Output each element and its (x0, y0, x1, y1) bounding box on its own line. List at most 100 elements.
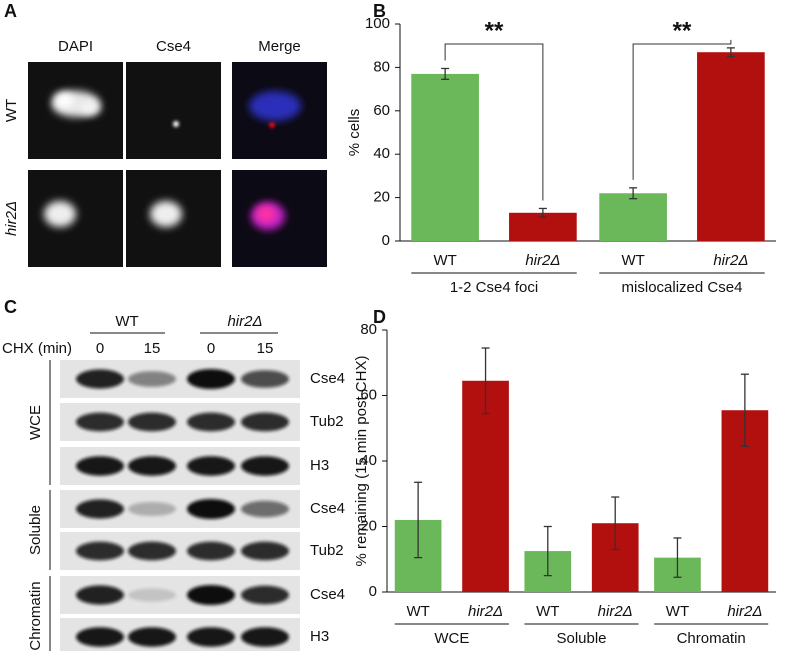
band (187, 499, 235, 519)
x-tick-label: hir2Δ (468, 603, 503, 620)
x-tick-label: WT (621, 252, 644, 269)
column-header: Cse4 (156, 38, 191, 55)
band (76, 585, 124, 605)
group-header: WT (115, 313, 138, 330)
band (241, 541, 289, 561)
micrograph (126, 62, 221, 159)
y-tick-label: 80 (373, 58, 390, 75)
group-label: mislocalized Cse4 (622, 279, 743, 296)
x-tick-label: hir2Δ (525, 252, 560, 269)
fraction-label: Chromatin (27, 581, 44, 650)
band (187, 627, 235, 647)
band (241, 627, 289, 647)
x-tick-label: WT (666, 603, 689, 620)
group-label: Soluble (556, 630, 606, 647)
band (241, 370, 289, 388)
fraction-label: Soluble (27, 505, 44, 555)
signal (269, 122, 275, 128)
band (187, 541, 235, 561)
significance-bracket (632, 39, 732, 180)
signal (256, 206, 276, 222)
band (128, 541, 176, 561)
panel-label: C (4, 297, 17, 317)
x-tick-label: WT (536, 603, 559, 620)
error-bar (673, 537, 682, 578)
error-bar (740, 373, 749, 447)
blot-label: H3 (310, 628, 329, 645)
blot-label: Cse4 (310, 370, 345, 387)
band (128, 588, 176, 602)
signal (173, 121, 179, 127)
signal (80, 101, 100, 115)
band (76, 456, 124, 476)
band (187, 412, 235, 432)
error-bar (441, 67, 450, 80)
time-label: 0 (207, 340, 215, 357)
x-tick-label: hir2Δ (727, 603, 762, 620)
y-tick-label: 100 (365, 15, 390, 32)
y-tick-label: 60 (373, 102, 390, 119)
x-tick-label: hir2Δ (713, 252, 748, 269)
band (187, 369, 235, 389)
error-bar (481, 347, 490, 415)
column-header: Merge (258, 38, 301, 55)
signal (54, 92, 74, 108)
y-tick-label: 20 (373, 189, 390, 206)
band (241, 456, 289, 476)
row-label: hir2Δ (3, 201, 20, 236)
x-tick-label: WT (433, 252, 456, 269)
band (241, 585, 289, 605)
band (128, 627, 176, 647)
panel-label: D (373, 307, 386, 327)
column-header: DAPI (58, 38, 93, 55)
error-bar (543, 525, 552, 577)
y-tick-label: 80 (360, 321, 377, 338)
y-tick-label: 0 (382, 232, 390, 249)
signal (249, 91, 301, 121)
error-bar (726, 47, 735, 58)
x-tick-label: WT (406, 603, 429, 620)
y-tick-label: 40 (360, 452, 377, 469)
bar (599, 193, 667, 241)
blot-label: H3 (310, 457, 329, 474)
blot-label: Cse4 (310, 500, 345, 517)
chx-label: CHX (min) (2, 340, 72, 357)
error-bar (538, 207, 547, 218)
band (76, 499, 124, 519)
micrograph (28, 170, 123, 267)
group-label: 1-2 Cse4 foci (450, 279, 538, 296)
bar (411, 73, 479, 241)
band (128, 371, 176, 387)
fraction-label: WCE (27, 405, 44, 440)
band (187, 456, 235, 476)
y-tick-label: 20 (360, 517, 377, 534)
panel-label: A (4, 1, 17, 21)
y-tick-label: 40 (373, 145, 390, 162)
group-header: hir2Δ (227, 313, 262, 330)
significance-bracket (444, 43, 544, 201)
panel-label: B (373, 1, 386, 21)
band (187, 585, 235, 605)
band (128, 502, 176, 516)
y-tick-label: 0 (369, 583, 377, 600)
band (76, 627, 124, 647)
band (76, 369, 124, 389)
signal (150, 201, 182, 227)
error-bar (629, 187, 638, 200)
time-label: 15 (257, 340, 274, 357)
significance-label: ** (485, 17, 504, 44)
band (128, 412, 176, 432)
y-axis-label: % cells (346, 109, 363, 157)
band (76, 412, 124, 432)
y-tick-label: 60 (360, 386, 377, 403)
blot-label: Tub2 (310, 413, 344, 430)
group-label: Chromatin (677, 630, 746, 647)
error-bar (414, 481, 423, 559)
significance-label: ** (673, 17, 692, 44)
band (241, 500, 289, 518)
signal (44, 201, 76, 227)
bar (697, 52, 765, 242)
row-label: WT (3, 99, 20, 122)
x-tick-label: hir2Δ (598, 603, 633, 620)
